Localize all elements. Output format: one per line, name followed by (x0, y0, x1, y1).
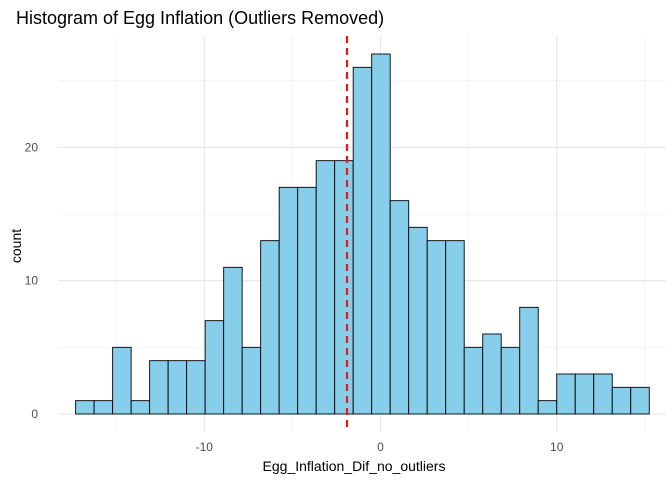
histogram-bar (611, 386, 632, 415)
histogram-bar (408, 226, 428, 415)
plot-area: -10 0 10 0 10 20 (25, 36, 666, 454)
histogram-bar (371, 53, 391, 415)
histogram-bar (186, 360, 206, 415)
x-tick-label: -10 (196, 440, 214, 454)
chart-title: Histogram of Egg Inflation (Outliers Rem… (16, 8, 384, 28)
histogram-bar (149, 360, 169, 415)
histogram-bar (297, 186, 317, 415)
x-tick-label: 10 (550, 440, 564, 454)
y-axis-label: count (8, 229, 24, 263)
histogram-bar (241, 346, 262, 415)
histogram-bar (556, 373, 576, 415)
histogram-bar (223, 266, 243, 415)
histogram-bar (315, 160, 336, 415)
histogram-bar (278, 186, 299, 415)
histogram-bar (500, 346, 521, 415)
histogram-bar (93, 400, 114, 415)
histogram-bar (463, 346, 484, 415)
x-axis-label: Egg_Inflation_Dif_no_outliers (263, 458, 446, 474)
histogram-bar (167, 360, 188, 415)
histogram-bar (112, 346, 132, 415)
histogram-bar (352, 66, 373, 415)
histogram-bar (426, 240, 447, 415)
histogram-bar (260, 240, 280, 415)
histogram-bar (445, 240, 465, 415)
histogram-bar (75, 400, 95, 415)
y-tick-label: 20 (25, 140, 39, 154)
histogram-bar (482, 333, 502, 415)
histogram-bar (630, 386, 650, 415)
histogram-bar (334, 160, 354, 415)
histogram-bar (389, 200, 410, 415)
x-tick-label: 0 (377, 440, 384, 454)
histogram-bar (130, 400, 151, 415)
histogram-bar (593, 373, 613, 415)
histogram-bar (537, 400, 558, 415)
histogram-bar (204, 320, 225, 415)
y-tick-label: 0 (31, 407, 38, 421)
histogram-bar (574, 373, 595, 415)
y-tick-label: 10 (25, 274, 39, 288)
histogram-bar (519, 306, 539, 415)
